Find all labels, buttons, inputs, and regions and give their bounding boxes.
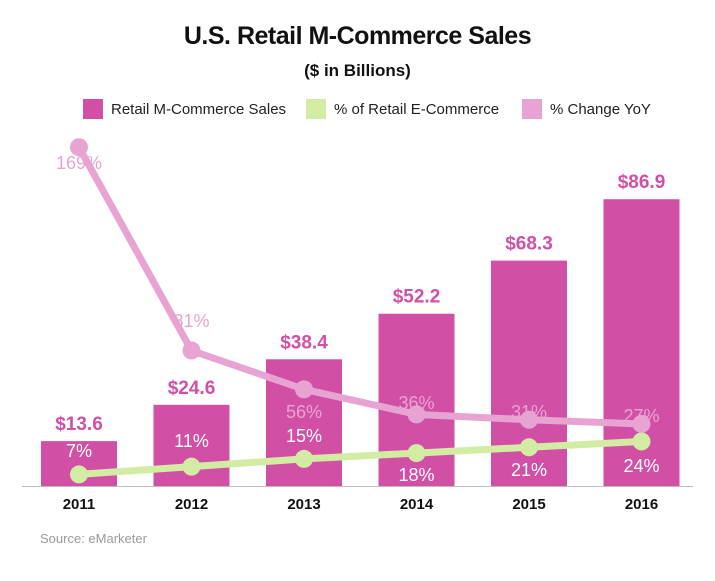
yoy-point-2011	[70, 138, 88, 157]
share-label-2014: 18%	[398, 465, 434, 485]
legend-item-share: % of Retail E-Commerce	[306, 99, 499, 119]
legend-swatch-yoy	[522, 99, 542, 119]
share-point-2013	[295, 449, 313, 468]
yoy-point-2013	[295, 380, 313, 399]
chart-title: U.S. Retail M-Commerce Sales	[183, 22, 532, 50]
share-label-2016: 24%	[623, 456, 659, 476]
yoy-label-2013: 56%	[286, 402, 322, 422]
legend-item-sales: Retail M-Commerce Sales	[83, 99, 286, 119]
yoy-label-2016: 27%	[623, 406, 659, 426]
share-point-2016	[632, 432, 651, 451]
bar-label-2012: $24.6	[168, 378, 216, 399]
share-line	[75, 437, 645, 478]
yoy-point-2012	[182, 341, 201, 360]
share-point-2015	[520, 438, 538, 457]
yoy-label-2011: 169%	[56, 153, 102, 173]
share-point-2011	[70, 465, 88, 484]
x-tick-label-2015: 2015	[512, 496, 545, 513]
source-note: Source: eMarketer	[40, 531, 147, 546]
yoy-label-2015: 31%	[511, 402, 547, 422]
yoy-point-2015	[520, 410, 538, 429]
yoy-point-2016	[632, 414, 651, 433]
x-tick-label-2013: 2013	[287, 496, 320, 513]
x-tick-label-2014: 2014	[400, 496, 434, 513]
legend-label-yoy: % Change YoY	[550, 100, 651, 118]
legend-label-sales: Retail M-Commerce Sales	[111, 100, 287, 118]
share-label-2012: 11%	[174, 431, 209, 451]
x-tick-label-2016: 2016	[625, 496, 658, 513]
legend-label-share: % of Retail E-Commerce	[334, 100, 500, 118]
bar-label-2011: $13.6	[55, 414, 103, 435]
bar-label-2013: $38.4	[280, 332, 328, 353]
yoy-point-2014	[407, 405, 426, 424]
legend-swatch-share	[306, 99, 326, 119]
bar-label-2016: $86.9	[618, 172, 666, 193]
bar-label-2015: $68.3	[505, 234, 553, 255]
share-label-2011: 7%	[66, 441, 92, 461]
legend-swatch-sales	[83, 99, 103, 119]
share-point-2012	[182, 457, 201, 476]
yoy-label-2012: 81%	[173, 311, 209, 331]
legend-item-yoy: % Change YoY	[522, 99, 651, 119]
yoy-label-2014: 36%	[398, 393, 434, 413]
share-point-2014	[407, 444, 426, 463]
share-label-2013: 15%	[286, 426, 322, 446]
x-tick-label-2012: 2012	[175, 496, 208, 513]
yoy-line	[75, 143, 645, 428]
bar-label-2014: $52.2	[393, 287, 441, 308]
chart-subtitle: ($ in Billions)	[304, 61, 411, 80]
share-label-2015: 21%	[511, 460, 547, 480]
x-tick-label-2011: 2011	[63, 496, 96, 513]
legend: Retail M-Commerce Sales % of Retail E-Co…	[0, 99, 715, 121]
